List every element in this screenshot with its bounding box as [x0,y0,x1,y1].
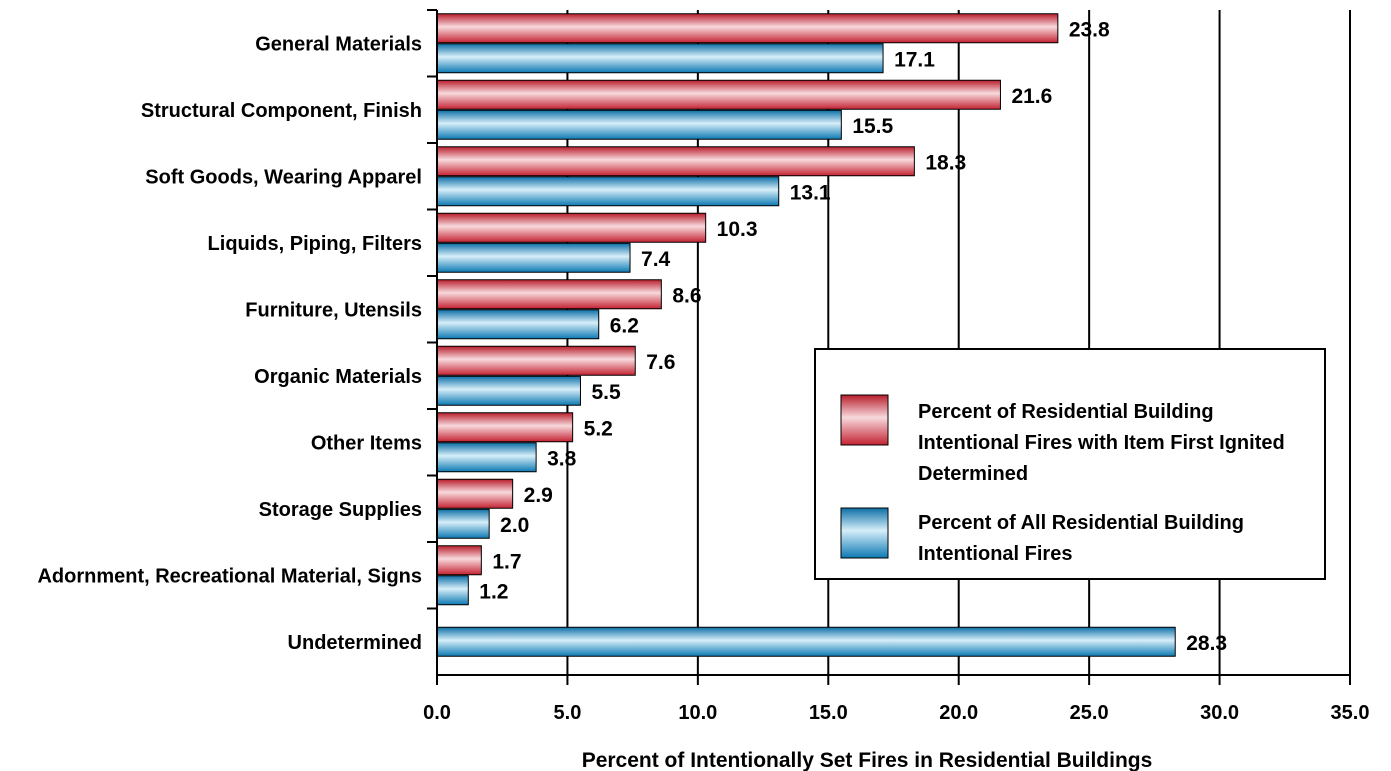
bar-value-label: 13.1 [790,181,831,204]
legend-swatch-all-fires [840,507,889,559]
category-label: Structural Component, Finish [141,100,422,122]
x-tick-label: 35.0 [1331,702,1370,724]
legend-label: Percent of All Residential Building [918,512,1244,534]
bar-value-label: 18.3 [925,151,966,174]
legend-label: Determined [918,463,1028,485]
x-tick-label: 5.0 [554,702,582,724]
bar-all-fires [436,176,780,207]
category-label: Furniture, Utensils [245,299,422,321]
category-label: Soft Goods, Wearing Apparel [145,166,422,188]
bar-determined [436,545,482,576]
bar-value-label: 21.6 [1011,85,1052,108]
x-tick-label: 25.0 [1070,702,1109,724]
legend: Percent of Residential Building Intention… [814,348,1326,580]
x-axis-title: Percent of Intentionally Set Fires in Re… [582,749,1153,771]
category-label: Adornment, Recreational Material, Signs [37,565,422,587]
category-label: Storage Supplies [259,499,422,521]
bar-determined [436,146,915,177]
x-tick-label: 15.0 [809,702,848,724]
bar-all-fires [436,109,842,140]
bar-value-labels: 23.8 17.1 21.6 15.5 18.3 13.1 10.3 7.48.6 6.2 7.6… [479,18,1227,655]
bar-value-label: 5.2 [584,417,613,440]
bar-value-label: 8.6 [672,284,701,307]
bars [436,13,1176,657]
bar-all-fires [436,309,600,340]
x-tick-label: 20.0 [939,702,978,724]
category-label: Other Items [311,432,422,454]
bar-value-label: 1.2 [479,580,508,603]
bar-all-fires [436,43,884,74]
bar-all-fires [436,442,537,473]
category-label: Organic Materials [254,366,422,388]
legend-label: Intentional Fires [918,543,1072,565]
bar-determined [436,412,574,443]
bar-value-label: 17.1 [894,48,935,71]
x-tick-label: 30.0 [1200,702,1239,724]
bar-determined [436,13,1059,44]
legend-swatch-determined [840,394,889,446]
x-tick-label: 0.0 [423,702,451,724]
bar-determined [436,212,707,243]
bar-value-label: 2.9 [524,484,553,507]
legend-label: Percent of Residential Building [918,401,1214,423]
bar-value-label: 3.8 [547,447,577,470]
category-labels: General Materials Structural Component, F… [37,33,422,654]
legend-label: Intentional Fires with Item First Ignite… [918,432,1285,454]
legend-box [814,348,1326,580]
bar-all-fires [436,626,1176,657]
bar-determined [436,478,514,509]
bar-value-label: 7.4 [641,248,671,271]
bar-value-label: 23.8 [1069,18,1110,41]
bar-all-fires [436,508,490,539]
bar-value-label: 10.3 [717,218,758,241]
category-label: General Materials [255,33,422,55]
bar-all-fires [436,375,581,406]
bar-value-label: 7.6 [646,351,675,374]
x-tick-label: 10.0 [678,702,717,724]
axes [427,9,1351,685]
x-tick-labels: 0.0 5.0 10.0 15.0 20.0 25.0 30.0 35.0 [423,702,1369,724]
category-label: Liquids, Piping, Filters [208,233,422,255]
bar-value-label: 15.5 [852,115,893,138]
bar-all-fires [436,575,469,606]
bar-value-label: 28.3 [1186,632,1227,655]
bar-value-label: 2.0 [500,514,529,537]
bar-all-fires [436,242,631,273]
bar-determined [436,345,636,376]
bar-determined [436,279,662,310]
bar-determined [436,79,1001,110]
bar-value-label: 1.7 [492,550,521,573]
bar-value-label: 5.5 [591,381,621,404]
category-label: Undetermined [288,632,422,654]
bar-value-label: 6.2 [610,314,639,337]
